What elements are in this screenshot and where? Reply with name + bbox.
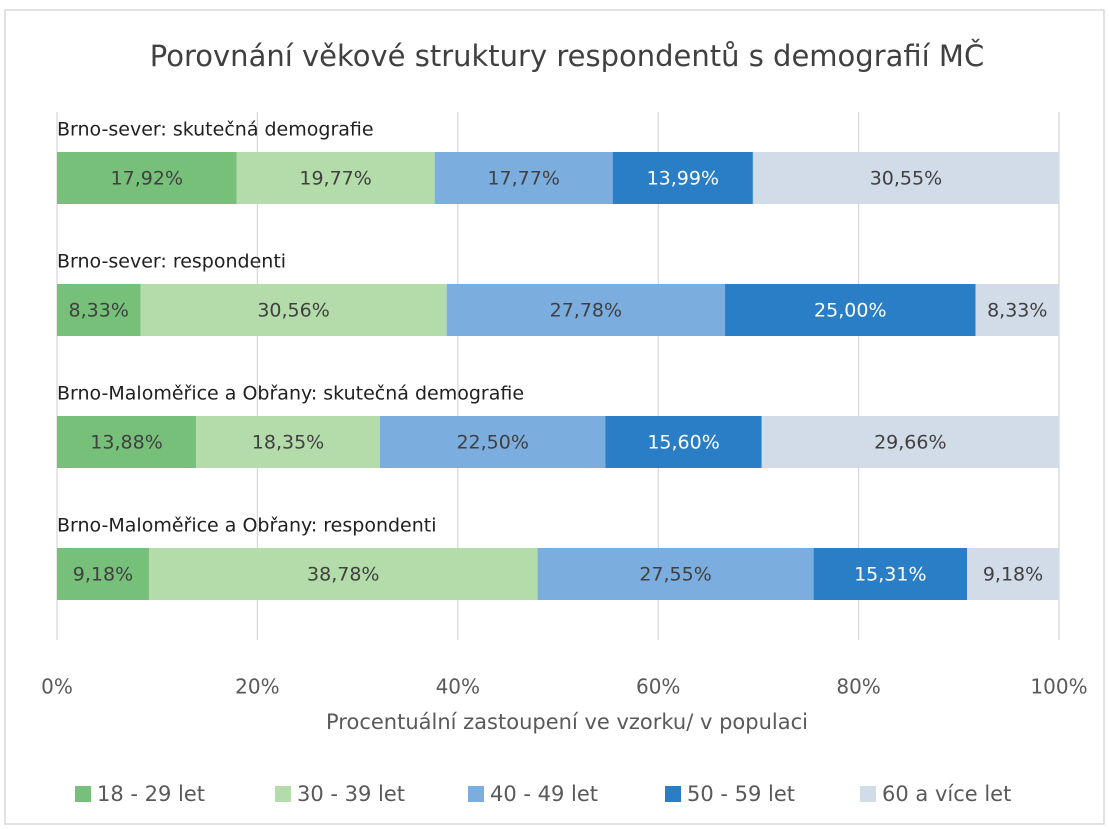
bar-segment (140, 284, 447, 336)
chart-title: Porovnání věkové struktury respondentů s… (150, 39, 984, 73)
bar-segment (148, 548, 538, 600)
bar-segment (434, 152, 613, 204)
category-label: Brno-Maloměřice a Obřany: respondenti (57, 515, 437, 537)
x-tick-label: 60% (636, 675, 680, 699)
bar-segment (752, 152, 1059, 204)
data-label: 19,77% (299, 168, 371, 190)
bar-segment (196, 416, 380, 468)
bar-segment (813, 548, 968, 600)
data-label: 27,78% (550, 300, 622, 322)
bar-segment (57, 284, 141, 336)
legend-label: 50 - 59 let (687, 782, 795, 806)
bar-segment (236, 152, 435, 204)
data-label: 15,60% (647, 432, 719, 454)
data-label: 8,33% (987, 300, 1047, 322)
legend-label: 30 - 39 let (297, 782, 405, 806)
data-label: 29,66% (874, 432, 946, 454)
data-label: 9,18% (983, 564, 1043, 586)
legend-swatch (665, 786, 681, 802)
data-label: 27,55% (639, 564, 711, 586)
x-tick-label: 100% (1030, 675, 1087, 699)
bar-segment (446, 284, 726, 336)
bar-segment (967, 548, 1059, 600)
data-label: 9,18% (73, 564, 133, 586)
x-tick-label: 0% (41, 675, 73, 699)
legend-swatch (468, 786, 484, 802)
data-label: 17,77% (487, 168, 559, 190)
data-label: 15,31% (854, 564, 926, 586)
bar-segment (379, 416, 606, 468)
bar-segment (612, 152, 753, 204)
category-label: Brno-sever: respondenti (57, 251, 286, 273)
data-label: 30,55% (870, 168, 942, 190)
data-label: 18,35% (252, 432, 324, 454)
data-label: 13,99% (647, 168, 719, 190)
data-label: 13,88% (90, 432, 162, 454)
x-tick-label: 20% (235, 675, 279, 699)
bar-segment (537, 548, 814, 600)
data-label: 22,50% (456, 432, 528, 454)
legend-label: 60 a více let (882, 782, 1011, 806)
x-tick-label: 80% (836, 675, 880, 699)
data-label: 8,33% (69, 300, 129, 322)
legend-label: 40 - 49 let (490, 782, 598, 806)
legend-swatch (75, 786, 91, 802)
bar-segment (57, 416, 197, 468)
bar-segment (57, 548, 149, 600)
bar-segment (57, 152, 237, 204)
bar-segment (761, 416, 1059, 468)
x-tick-label: 40% (436, 675, 480, 699)
legend-swatch (860, 786, 876, 802)
category-label: Brno-Maloměřice a Obřany: skutečná demog… (57, 383, 524, 405)
bar-segment (975, 284, 1059, 336)
x-axis-label: Procentuální zastoupení ve vzorku/ v pop… (326, 710, 808, 734)
data-label: 25,00% (814, 300, 886, 322)
legend-swatch (275, 786, 291, 802)
legend-label: 18 - 29 let (97, 782, 205, 806)
bar-segment (725, 284, 976, 336)
data-label: 38,78% (307, 564, 379, 586)
bar-segment (605, 416, 762, 468)
category-label: Brno-sever: skutečná demografie (57, 119, 374, 141)
data-label: 30,56% (257, 300, 329, 322)
data-label: 17,92% (111, 168, 183, 190)
